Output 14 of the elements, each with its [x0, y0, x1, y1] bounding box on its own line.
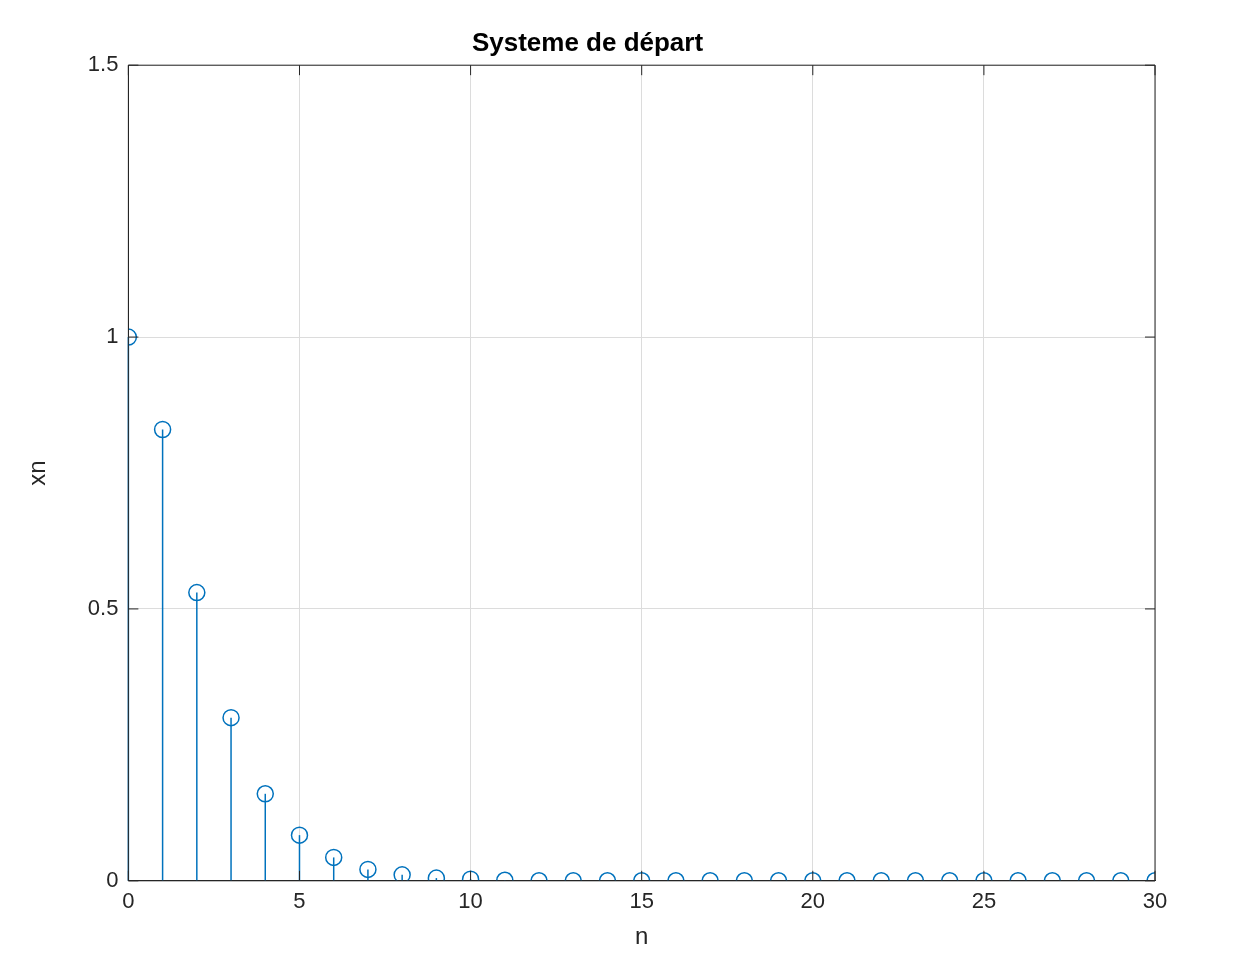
y-tick-label: 0: [106, 866, 119, 892]
y-tick-label: 0.5: [87, 595, 119, 620]
x-axis-title: n: [635, 922, 649, 950]
x-tick-label: 30: [1142, 888, 1168, 914]
x-tick-label: 15: [629, 888, 654, 914]
x-tick-label: 10: [458, 888, 483, 914]
y-tick-label: 1: [106, 323, 119, 349]
x-tick-label: 20: [800, 888, 826, 914]
y-axis-title: xn: [23, 460, 51, 486]
x-tick-label: 0: [122, 888, 135, 914]
x-tick-label: 25: [971, 888, 997, 914]
y-tick-label: 1.5: [87, 51, 119, 77]
x-tick-label: 5: [293, 888, 306, 914]
chart-title: Systeme de départ: [471, 26, 704, 57]
